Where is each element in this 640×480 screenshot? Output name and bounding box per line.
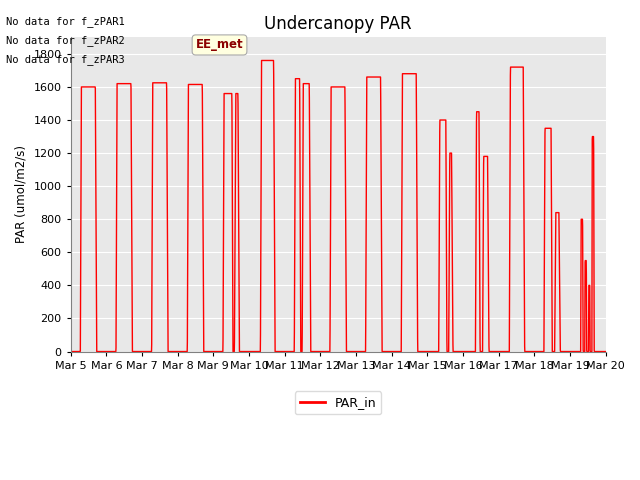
Text: EE_met: EE_met xyxy=(196,38,243,51)
Title: Undercanopy PAR: Undercanopy PAR xyxy=(264,15,412,33)
Legend: PAR_in: PAR_in xyxy=(295,391,381,414)
Text: No data for f_zPAR2: No data for f_zPAR2 xyxy=(6,35,125,46)
Text: No data for f_zPAR1: No data for f_zPAR1 xyxy=(6,16,125,27)
Text: No data for f_zPAR3: No data for f_zPAR3 xyxy=(6,54,125,65)
Y-axis label: PAR (umol/m2/s): PAR (umol/m2/s) xyxy=(15,145,28,243)
